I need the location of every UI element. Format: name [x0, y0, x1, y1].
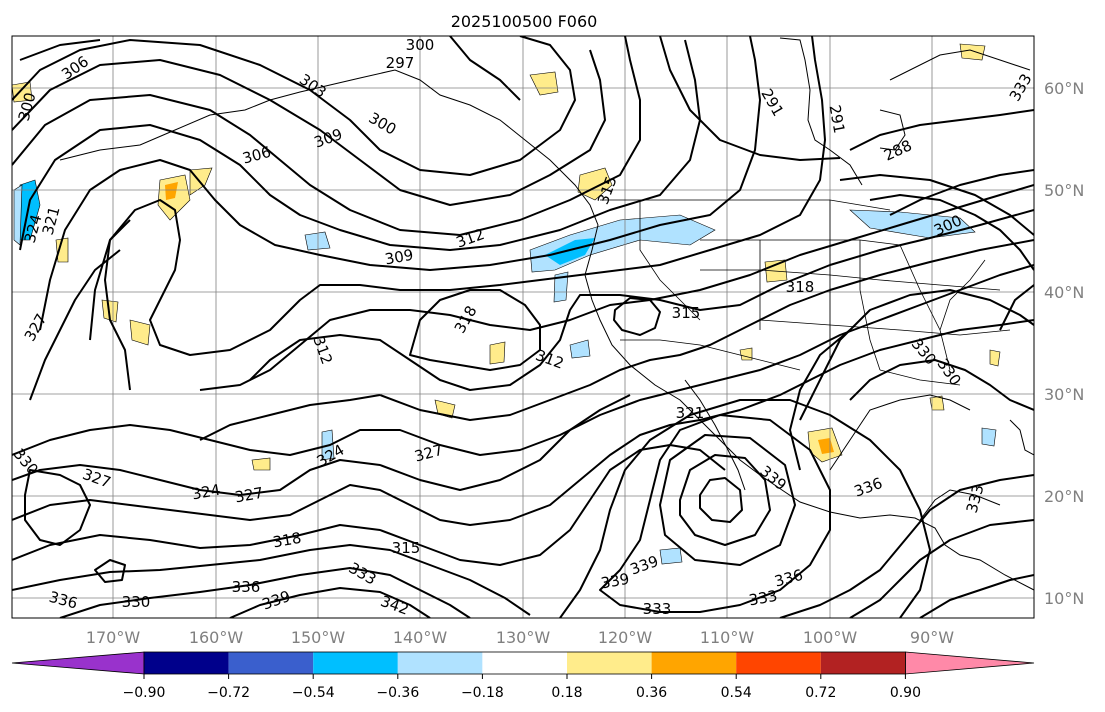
longitude-labels: 170°W 160°W 150°W 140°W 130°W 120°W 110°… [86, 628, 954, 647]
colorbar: −0.90 −0.72 −0.54 −0.36 −0.18 0.18 0.36 … [11, 651, 1035, 701]
lon-label-130w: 130°W [496, 628, 551, 647]
lon-label-140w: 140°W [393, 628, 448, 647]
contour-label: 324 [190, 481, 221, 504]
colorbar-segment [144, 652, 229, 674]
colorbar-segment [820, 652, 906, 674]
colorbar-segment [313, 652, 398, 674]
colorbar-segment [397, 652, 483, 674]
colorbar-label: 0.36 [636, 685, 667, 701]
lat-label-10n: 10°N [1044, 589, 1084, 608]
contour-label: 315 [392, 539, 421, 557]
contour-label: 333 [643, 600, 672, 618]
colorbar-segment [736, 652, 821, 674]
lon-label-150w: 150°W [291, 628, 346, 647]
contour-label: 339 [599, 570, 630, 593]
colorbar-label: −0.72 [207, 685, 250, 701]
lat-label-40n: 40°N [1044, 283, 1084, 302]
contour-label: 309 [383, 246, 414, 269]
colorbar-segment [228, 652, 314, 674]
colorbar-ticks [143, 674, 906, 679]
colorbar-label: −0.36 [376, 685, 419, 701]
lat-label-50n: 50°N [1044, 181, 1084, 200]
colorbar-label: 0.72 [805, 685, 836, 701]
plot-title: 2025100500 F060 [451, 12, 598, 31]
contour-label: 321 [676, 404, 705, 422]
contour-label: 327 [233, 484, 264, 507]
height-contours [12, 36, 1034, 618]
colorbar-label: 0.54 [721, 685, 752, 701]
colorbar-label: −0.90 [123, 685, 166, 701]
colorbar-segment [482, 652, 567, 674]
political-borders [600, 199, 1011, 386]
contour-label: 291 [826, 103, 849, 134]
colorbar-extend-low [11, 651, 145, 675]
colorbar-segment [651, 652, 737, 674]
colorbar-label: 0.18 [551, 685, 582, 701]
lat-label-60n: 60°N [1044, 79, 1084, 98]
contour-label: 315 [672, 304, 701, 322]
map-area: 300 297 306 303 300 309 306 300 291 291 … [12, 36, 1034, 618]
contour-label: 330 [122, 593, 151, 611]
lat-label-20n: 20°N [1044, 487, 1084, 506]
contour-label: 333 [747, 587, 778, 610]
lon-label-100w: 100°W [803, 628, 858, 647]
colorbar-label: −0.54 [292, 685, 335, 701]
lon-label-160w: 160°W [189, 628, 244, 647]
colorbar-segment [567, 652, 652, 674]
colorbar-extend-high [905, 651, 1035, 675]
coastlines [59, 37, 1034, 591]
lon-label-90w: 90°W [910, 628, 954, 647]
contour-label: 297 [386, 54, 415, 72]
lon-label-170w: 170°W [86, 628, 141, 647]
colorbar-label: 0.90 [890, 685, 921, 701]
contour-label: 318 [786, 278, 815, 296]
lon-label-110w: 110°W [700, 628, 755, 647]
map-frame [11, 35, 1035, 619]
contour-label: 318 [271, 529, 302, 552]
lon-label-120w: 120°W [598, 628, 653, 647]
contour-label: 336 [232, 578, 261, 596]
contour-label: 300 [406, 36, 435, 54]
latitude-labels: 60°N 50°N 40°N 30°N 20°N 10°N [1044, 79, 1084, 608]
colorbar-frame [143, 651, 906, 675]
lat-label-30n: 30°N [1044, 385, 1084, 404]
colorbar-label: −0.18 [461, 685, 504, 701]
anomaly-shading [12, 43, 1001, 565]
